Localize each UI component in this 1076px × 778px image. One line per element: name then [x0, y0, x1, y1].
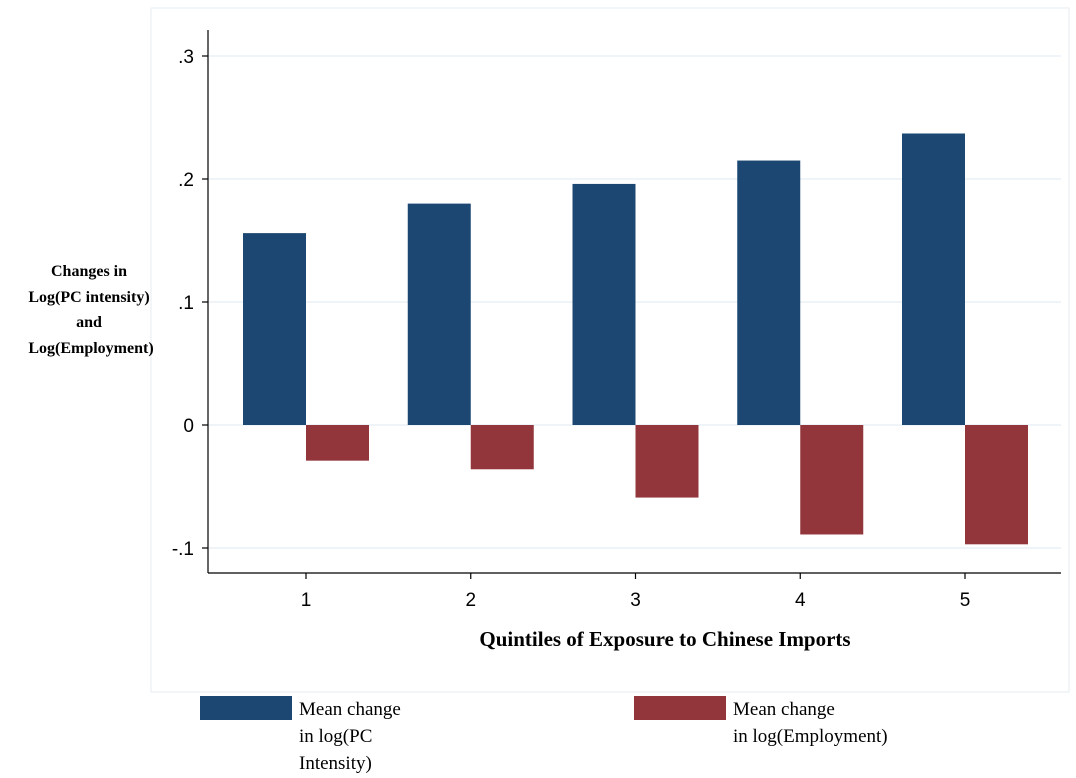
legend: Mean change in log(PC Intensity) Mean ch…: [200, 696, 888, 774]
legend-label-line: in log(Employment): [733, 726, 888, 747]
y-tick-label: .1: [178, 293, 194, 314]
y-axis-label-line: Changes in: [51, 263, 127, 280]
y-tick-label: 0: [183, 416, 194, 437]
y-tick-label: .3: [178, 47, 194, 68]
bar-employment: [800, 425, 864, 535]
y-tick-label: .2: [178, 170, 194, 191]
x-tick-labels: 1 2 3 4 5: [301, 573, 971, 611]
x-tick-label: 5: [960, 590, 971, 611]
legend-entry-employment: Mean change in log(Employment): [634, 696, 888, 747]
legend-label-pc-intensity: Mean change in log(PC Intensity): [299, 699, 406, 774]
bars: [243, 133, 1028, 545]
bar-pc-intensity: [407, 203, 471, 425]
bar-pc-intensity: [902, 133, 965, 426]
y-axis-label-line: Log(PC intensity): [28, 289, 149, 306]
bar-employment: [306, 425, 369, 461]
legend-entry-pc-intensity: Mean change in log(PC Intensity): [200, 696, 406, 774]
bar-employment: [635, 425, 699, 498]
legend-label-line: Intensity): [299, 753, 372, 774]
y-tick-labels: .3 .2 .1 0 -.1: [172, 47, 208, 560]
legend-label-employment: Mean change in log(Employment): [733, 699, 888, 747]
y-tick-label: -.1: [172, 539, 194, 560]
legend-swatch-employment: [634, 696, 726, 720]
x-tick-label: 1: [301, 590, 312, 611]
legend-label-line: in log(PC: [299, 726, 372, 747]
legend-label-line: Mean change: [299, 699, 401, 720]
bar-pc-intensity: [572, 183, 636, 425]
bar-pc-intensity: [737, 160, 801, 426]
bar-employment: [470, 425, 534, 470]
y-axis-label-line: and: [76, 314, 102, 331]
x-tick-label: 3: [630, 590, 641, 611]
x-axis-label: Quintiles of Exposure to Chinese Imports: [479, 627, 850, 651]
legend-label-line: Mean change: [733, 699, 835, 720]
y-axis-label: Changes in Log(PC intensity) and Log(Emp…: [28, 263, 153, 357]
bar-pc-intensity: [243, 233, 306, 425]
x-tick-label: 4: [795, 590, 806, 611]
legend-swatch-pc-intensity: [200, 696, 292, 720]
bar-employment: [965, 425, 1028, 545]
x-tick-label: 2: [465, 590, 476, 611]
y-axis-label-line: Log(Employment): [28, 340, 153, 357]
